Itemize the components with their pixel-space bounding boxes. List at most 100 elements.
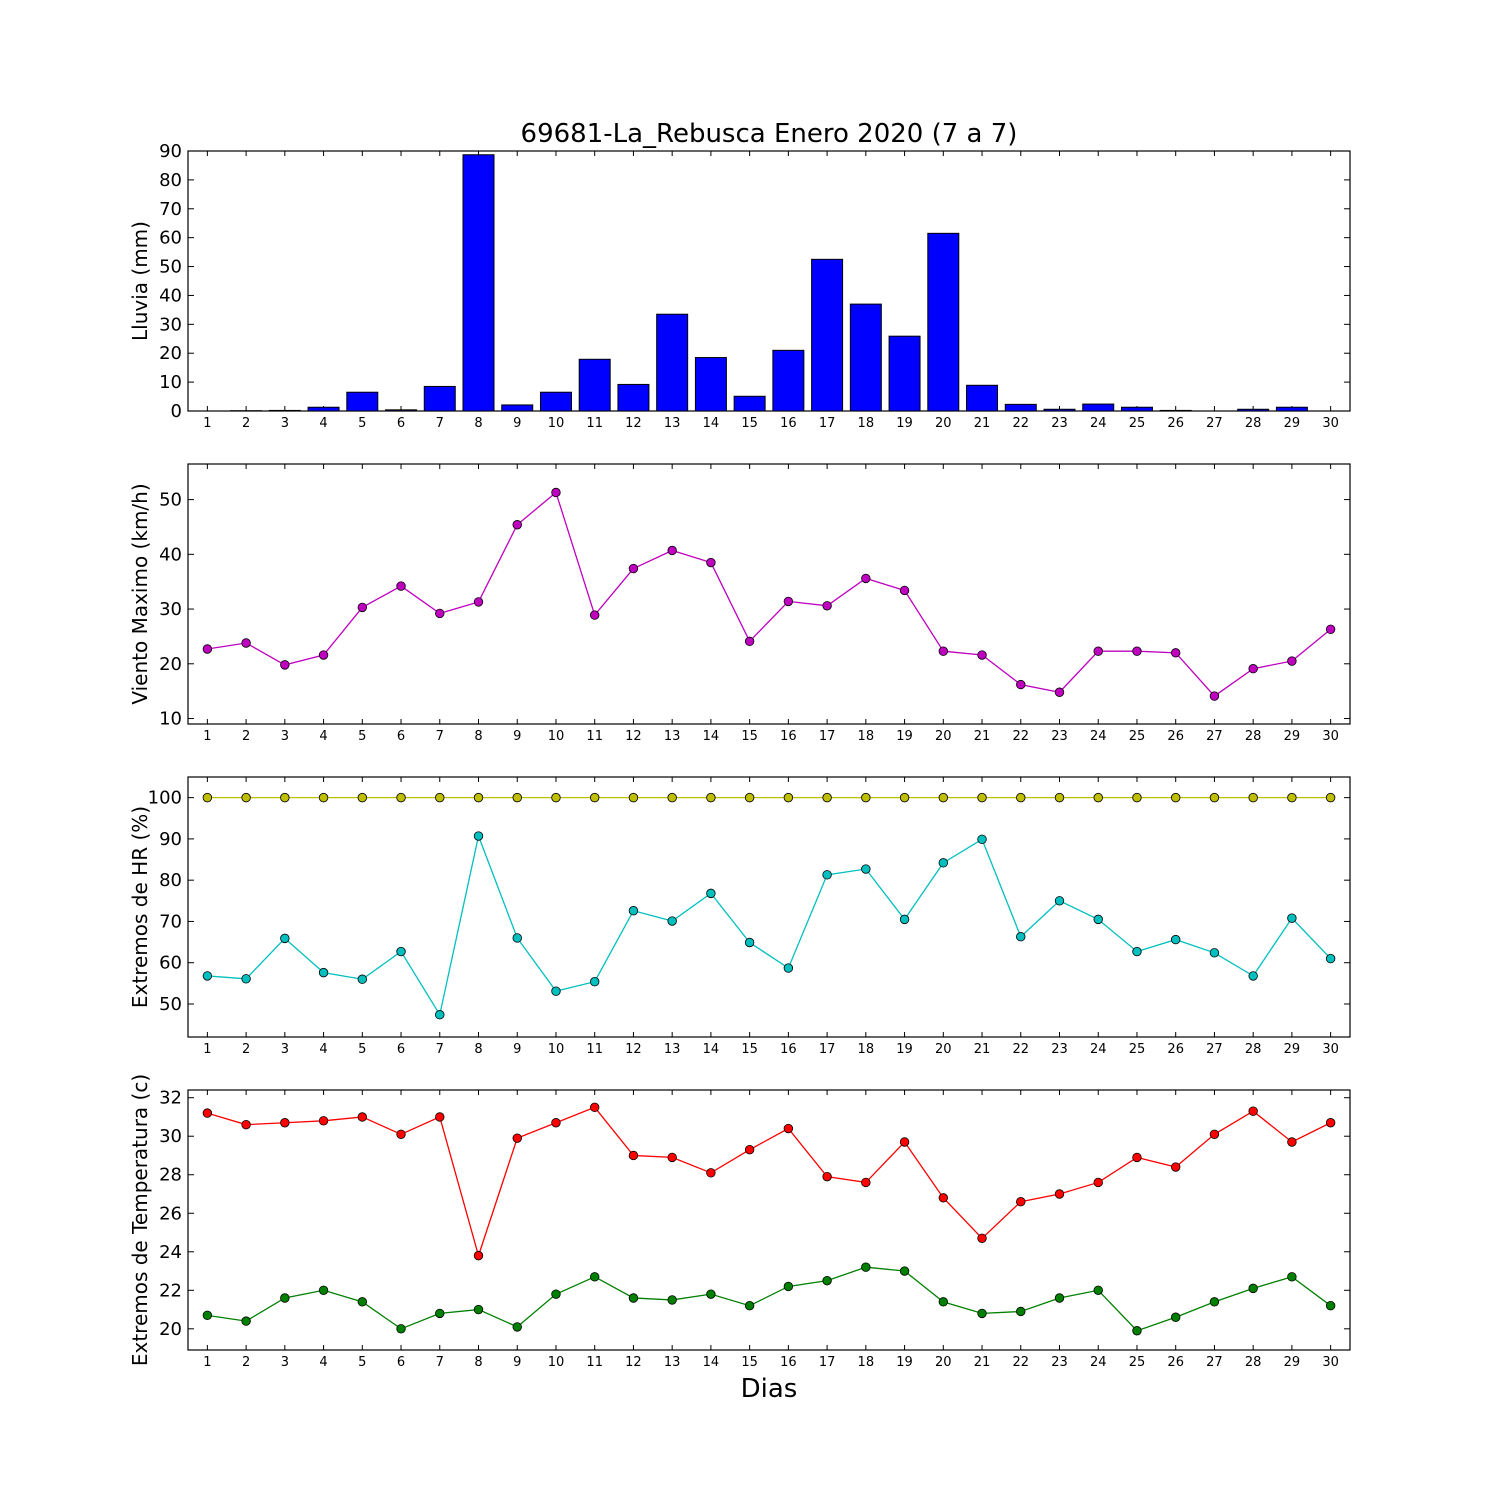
data-point-wind <box>1287 656 1297 666</box>
x-tick-label: 22 <box>1012 1042 1029 1057</box>
x-tick-label: 4 <box>319 416 327 431</box>
data-point-temp_min <box>1132 1326 1142 1336</box>
data-point-temp_min <box>1054 1293 1065 1303</box>
x-tick-label: 19 <box>896 1042 913 1057</box>
y-tick-label: 10 <box>159 372 182 393</box>
data-point-temp_max <box>551 1118 561 1128</box>
x-tick-label: 12 <box>625 1042 642 1057</box>
x-tick-label: 24 <box>1090 1355 1107 1370</box>
data-point-hr_min <box>435 1010 445 1020</box>
data-point-wind <box>551 487 561 498</box>
x-tick-label: 18 <box>858 729 875 744</box>
data-point-hr_min <box>938 858 949 868</box>
x-tick-label: 28 <box>1245 1355 1262 1370</box>
rain-bar <box>617 383 650 412</box>
data-point-hr_max <box>938 792 949 803</box>
data-point-hr_min <box>1209 948 1220 958</box>
data-point-temp_min <box>1287 1272 1297 1282</box>
data-point-wind <box>512 520 522 530</box>
data-point-temp_max <box>1248 1106 1258 1116</box>
data-point-temp_min <box>1209 1297 1220 1307</box>
x-tick-label: 15 <box>741 729 758 744</box>
data-point-temp_min <box>1170 1312 1181 1322</box>
data-point-temp_min <box>280 1293 290 1303</box>
series-line-temp_min <box>207 1266 1332 1332</box>
data-point-wind <box>1209 691 1220 701</box>
x-tick-label: 30 <box>1322 729 1339 744</box>
x-tick-label: 15 <box>741 1042 758 1057</box>
x-tick-label: 28 <box>1245 729 1262 744</box>
x-tick-label: 20 <box>935 1355 952 1370</box>
x-tick-label: 3 <box>281 729 289 744</box>
x-tick-label: 26 <box>1167 1042 1184 1057</box>
data-point-temp_max <box>318 1116 329 1126</box>
x-tick-label: 17 <box>819 1355 836 1370</box>
data-point-hr_min <box>1093 914 1103 925</box>
rain-bar <box>811 258 844 412</box>
x-tick-label: 13 <box>664 1355 681 1370</box>
data-point-hr_max <box>435 792 445 803</box>
plot-frame <box>187 150 1351 412</box>
data-point-temp_max <box>667 1152 677 1163</box>
data-point-temp_min <box>396 1324 406 1334</box>
data-point-hr_min <box>357 974 368 984</box>
rain-bar <box>539 391 572 412</box>
data-point-hr_min <box>977 834 987 845</box>
rain-bar <box>268 409 301 412</box>
data-point-wind <box>357 602 368 613</box>
x-tick-label: 12 <box>625 416 642 431</box>
x-tick-label: 5 <box>358 1042 366 1057</box>
x-tick-label: 10 <box>548 1355 565 1370</box>
x-tick-label: 7 <box>436 1355 444 1370</box>
data-point-wind <box>1132 646 1142 656</box>
y-tick-label: 0 <box>171 401 182 422</box>
y-tick-label: 50 <box>159 994 182 1015</box>
y-tick-label: 32 <box>159 1088 182 1109</box>
x-tick-label: 17 <box>819 416 836 431</box>
y-tick-label: 100 <box>148 788 182 809</box>
y-tick-label: 20 <box>159 1319 182 1340</box>
data-point-temp_min <box>899 1266 910 1276</box>
data-point-temp_min <box>938 1297 949 1307</box>
y-tick-label: 40 <box>159 544 182 565</box>
y-tick-label: 90 <box>159 141 182 162</box>
x-tick-label: 27 <box>1206 1042 1223 1057</box>
y-tick-label: 20 <box>159 343 182 364</box>
x-tick-label: 20 <box>935 1042 952 1057</box>
data-point-temp_max <box>1170 1162 1181 1172</box>
data-point-hr_max <box>667 792 677 803</box>
x-tick-label: 1 <box>203 1042 211 1057</box>
data-point-hr_min <box>396 946 406 957</box>
x-tick-label: 18 <box>858 1042 875 1057</box>
y-tick-label: 50 <box>159 490 182 511</box>
rain-bar <box>1043 408 1076 412</box>
data-point-temp_min <box>861 1262 871 1272</box>
series-line-wind <box>207 491 1332 697</box>
x-tick-label: 4 <box>319 1355 327 1370</box>
data-point-hr_max <box>1248 792 1258 803</box>
data-point-hr_min <box>551 986 561 996</box>
x-tick-label: 7 <box>436 729 444 744</box>
data-point-wind <box>202 644 213 654</box>
rain-bar <box>1120 406 1153 412</box>
data-point-hr_min <box>1287 913 1297 923</box>
x-tick-label: 30 <box>1322 416 1339 431</box>
x-tick-label: 21 <box>974 729 991 744</box>
y-tick-label: 26 <box>159 1203 182 1224</box>
data-point-temp_min <box>318 1285 329 1295</box>
x-tick-label: 20 <box>935 729 952 744</box>
y-tick-label: 20 <box>159 654 182 675</box>
rain-bar <box>1082 403 1115 412</box>
rain-bar <box>927 232 960 412</box>
data-point-hr_min <box>667 916 677 926</box>
plot-frame <box>187 463 1351 725</box>
data-point-hr_max <box>1016 792 1026 803</box>
data-point-wind <box>706 557 716 568</box>
x-tick-label: 6 <box>397 416 405 431</box>
x-tick-label: 24 <box>1090 729 1107 744</box>
y-tick-label: 50 <box>159 257 182 278</box>
x-tick-label: 22 <box>1012 1355 1029 1370</box>
data-point-hr_min <box>899 914 910 925</box>
data-point-hr_min <box>473 831 484 841</box>
